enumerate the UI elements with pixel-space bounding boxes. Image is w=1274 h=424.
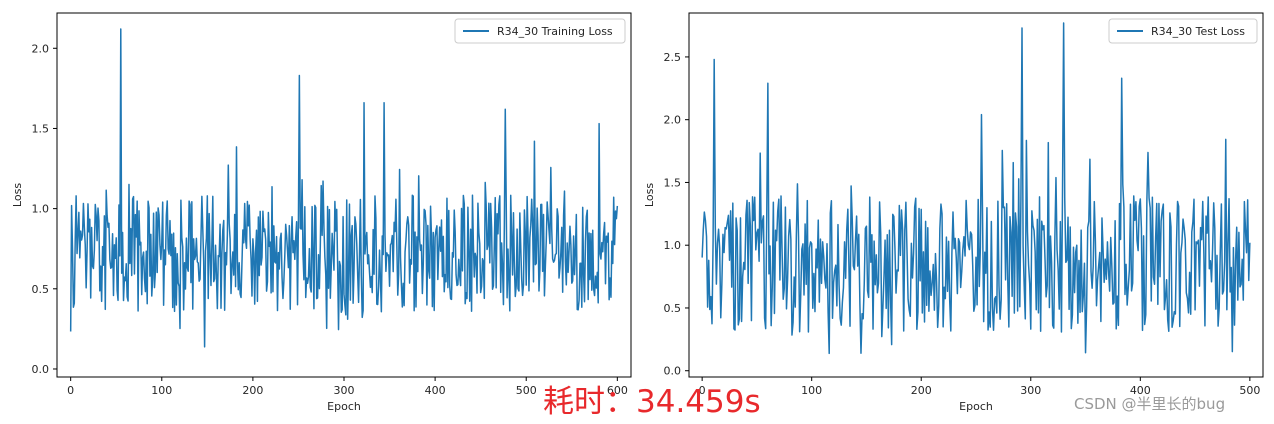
x-tick-label: 300 xyxy=(334,384,355,397)
x-tick-label: 200 xyxy=(242,384,263,397)
y-tick-label: 1.0 xyxy=(32,203,50,216)
legend-label: R34_30 Training Loss xyxy=(497,25,613,38)
y-tick-label: 0.0 xyxy=(664,365,682,378)
x-tick-label: 400 xyxy=(1130,384,1151,397)
x-tick-label: 500 xyxy=(516,384,537,397)
x-tick-label: 200 xyxy=(911,384,932,397)
x-tick-label: 0 xyxy=(699,384,706,397)
y-tick-label: 0.5 xyxy=(32,283,50,296)
plot-frame xyxy=(56,12,632,378)
chart-panel-2: 0 100 200 300 400 500 0.0 0.5 1.0 1.5 2.0 2.5 Epoch L… xyxy=(643,12,1264,413)
y-tick-label: 2.0 xyxy=(32,42,50,55)
y-axis-label: Loss xyxy=(643,183,656,207)
x-axis-label: Epoch xyxy=(327,400,361,413)
y-tick-label: 0.0 xyxy=(32,363,50,376)
legend-box xyxy=(1108,18,1258,44)
legend-label: R34_30 Test Loss xyxy=(1151,25,1245,38)
y-axis-label: Loss xyxy=(11,183,24,207)
y-tick-label: 1.0 xyxy=(664,239,682,252)
y-tick-label: 1.5 xyxy=(32,122,50,135)
x-tick-label: 500 xyxy=(1239,384,1260,397)
legend: R34_30 Training Loss xyxy=(454,18,626,44)
x-tick-label: 300 xyxy=(1020,384,1041,397)
y-tick-label: 0.5 xyxy=(664,302,682,315)
x-tick-label: 0 xyxy=(67,384,74,397)
legend-box xyxy=(454,18,626,44)
x-tick-label: 600 xyxy=(607,384,628,397)
csdn-watermark: CSDN @半里长的bug xyxy=(1074,395,1226,413)
series-line xyxy=(701,22,1251,355)
y-tick-label: 2.0 xyxy=(664,114,682,127)
x-axis-label: Epoch xyxy=(959,400,993,413)
y-tick-label: 1.5 xyxy=(664,176,682,189)
series-line xyxy=(69,28,619,348)
elapsed-time-text: 耗时：34.459s xyxy=(543,384,761,420)
x-tick-label: 100 xyxy=(151,384,172,397)
x-tick-label: 400 xyxy=(425,384,446,397)
legend: R34_30 Test Loss xyxy=(1108,18,1258,44)
plot-frame xyxy=(688,12,1264,378)
y-tick-label: 2.5 xyxy=(664,51,682,64)
x-tick-label: 100 xyxy=(801,384,822,397)
chart-panel-1: 0 100 200 300 400 500 600 0.0 0.5 1.0 1.5 2.0 Epoch L… xyxy=(11,12,632,413)
